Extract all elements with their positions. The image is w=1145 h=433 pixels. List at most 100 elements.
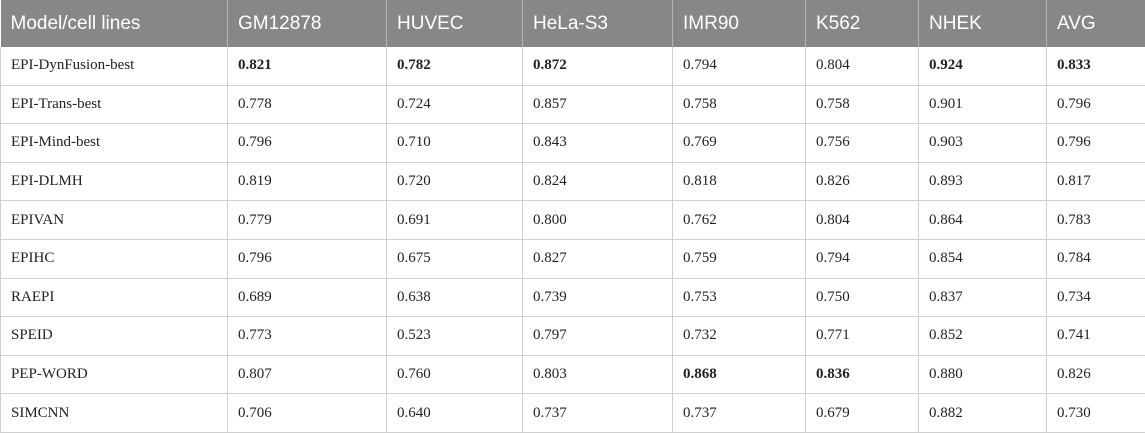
value-cell: 0.819 (227, 162, 387, 202)
value-cell: 0.794 (805, 239, 919, 279)
value-cell: 0.797 (522, 316, 673, 356)
model-name-cell: EPIHC (0, 239, 228, 279)
value-cell: 0.638 (386, 278, 523, 318)
table-row: EPI-Trans-best 0.778 0.724 0.857 0.758 0.758 0… (0, 85, 1145, 125)
value-cell: 0.880 (918, 355, 1047, 395)
value-cell: 0.760 (386, 355, 523, 395)
value-cell: 0.804 (805, 200, 919, 240)
value-cell: 0.826 (1046, 355, 1145, 395)
value-cell: 0.737 (672, 393, 806, 433)
value-cell: 0.759 (672, 239, 806, 279)
model-name-cell: SPEID (0, 316, 228, 356)
value-cell: 0.734 (1046, 278, 1145, 318)
value-cell: 0.824 (522, 162, 673, 202)
value-cell: 0.803 (522, 355, 673, 395)
value-cell: 0.854 (918, 239, 1047, 279)
model-name-cell: EPI-Trans-best (0, 85, 228, 125)
header-cell: NHEK (918, 0, 1047, 47)
value-cell: 0.807 (227, 355, 387, 395)
table-row: EPI-Mind-best 0.796 0.710 0.843 0.769 0.756 0.… (0, 123, 1145, 163)
model-name-cell: EPI-Mind-best (0, 123, 228, 163)
value-cell: 0.794 (672, 47, 806, 86)
model-name-cell: PEP-WORD (0, 355, 228, 395)
value-cell: 0.779 (227, 200, 387, 240)
value-cell: 0.679 (805, 393, 919, 433)
value-cell: 0.756 (805, 123, 919, 163)
table-row: EPIHC 0.796 0.675 0.827 0.759 0.794 0.854 0.784 (0, 239, 1145, 279)
value-cell: 0.817 (1046, 162, 1145, 202)
table-row: RAEPI 0.689 0.638 0.739 0.753 0.750 0.837 0.734 (0, 278, 1145, 318)
value-cell: 0.924 (918, 47, 1047, 86)
header-cell: Model/cell lines (0, 0, 228, 47)
value-cell: 0.724 (386, 85, 523, 125)
value-cell: 0.710 (386, 123, 523, 163)
value-cell: 0.818 (672, 162, 806, 202)
value-cell: 0.741 (1046, 316, 1145, 356)
value-cell: 0.750 (805, 278, 919, 318)
table-row: EPI-DynFusion-best 0.821 0.782 0.872 0.794 0.… (0, 47, 1145, 86)
value-cell: 0.732 (672, 316, 806, 356)
value-cell: 0.640 (386, 393, 523, 433)
table-row: EPI-DLMH 0.819 0.720 0.824 0.818 0.826 0.893 0.… (0, 162, 1145, 202)
value-cell: 0.833 (1046, 47, 1145, 86)
table-row: EPIVAN 0.779 0.691 0.800 0.762 0.804 0.864 0.78… (0, 200, 1145, 240)
value-cell: 0.782 (386, 47, 523, 86)
value-cell: 0.796 (1046, 123, 1145, 163)
value-cell: 0.868 (672, 355, 806, 395)
table-row: SIMCNN 0.706 0.640 0.737 0.737 0.679 0.882 0.73… (0, 393, 1145, 433)
value-cell: 0.796 (227, 123, 387, 163)
table-row: PEP-WORD 0.807 0.760 0.803 0.868 0.836 0.880 0.… (0, 355, 1145, 395)
header-cell: HUVEC (386, 0, 523, 47)
value-cell: 0.804 (805, 47, 919, 86)
value-cell: 0.837 (918, 278, 1047, 318)
model-name-cell: EPIVAN (0, 200, 228, 240)
header-cell: IMR90 (672, 0, 806, 47)
value-cell: 0.843 (522, 123, 673, 163)
value-cell: 0.689 (227, 278, 387, 318)
value-cell: 0.796 (227, 239, 387, 279)
value-cell: 0.758 (805, 85, 919, 125)
model-name-cell: EPI-DLMH (0, 162, 228, 202)
value-cell: 0.675 (386, 239, 523, 279)
value-cell: 0.857 (522, 85, 673, 125)
value-cell: 0.864 (918, 200, 1047, 240)
value-cell: 0.778 (227, 85, 387, 125)
value-cell: 0.691 (386, 200, 523, 240)
model-name-cell: SIMCNN (0, 393, 228, 433)
header-cell: K562 (805, 0, 919, 47)
value-cell: 0.730 (1046, 393, 1145, 433)
value-cell: 0.836 (805, 355, 919, 395)
value-cell: 0.783 (1046, 200, 1145, 240)
value-cell: 0.901 (918, 85, 1047, 125)
value-cell: 0.771 (805, 316, 919, 356)
value-cell: 0.852 (918, 316, 1047, 356)
value-cell: 0.720 (386, 162, 523, 202)
value-cell: 0.826 (805, 162, 919, 202)
value-cell: 0.882 (918, 393, 1047, 433)
value-cell: 0.739 (522, 278, 673, 318)
value-cell: 0.800 (522, 200, 673, 240)
value-cell: 0.821 (227, 47, 387, 86)
value-cell: 0.753 (672, 278, 806, 318)
value-cell: 0.872 (522, 47, 673, 86)
value-cell: 0.758 (672, 85, 806, 125)
value-cell: 0.523 (386, 316, 523, 356)
value-cell: 0.903 (918, 123, 1047, 163)
model-name-cell: EPI-DynFusion-best (0, 47, 228, 86)
value-cell: 0.893 (918, 162, 1047, 202)
header-cell: AVG (1046, 0, 1145, 47)
header-cell: GM12878 (227, 0, 387, 47)
table-body: EPI-DynFusion-best 0.821 0.782 0.872 0.794 0.… (0, 47, 1145, 433)
value-cell: 0.784 (1046, 239, 1145, 279)
value-cell: 0.769 (672, 123, 806, 163)
value-cell: 0.827 (522, 239, 673, 279)
value-cell: 0.762 (672, 200, 806, 240)
value-cell: 0.737 (522, 393, 673, 433)
header-cell: HeLa-S3 (522, 0, 673, 47)
model-name-cell: RAEPI (0, 278, 228, 318)
value-cell: 0.796 (1046, 85, 1145, 125)
header-row: Model/cell lines GM12878 HUVEC HeLa-S3 I… (0, 0, 1145, 47)
table-row: SPEID 0.773 0.523 0.797 0.732 0.771 0.852 0.741 (0, 316, 1145, 356)
value-cell: 0.773 (227, 316, 387, 356)
